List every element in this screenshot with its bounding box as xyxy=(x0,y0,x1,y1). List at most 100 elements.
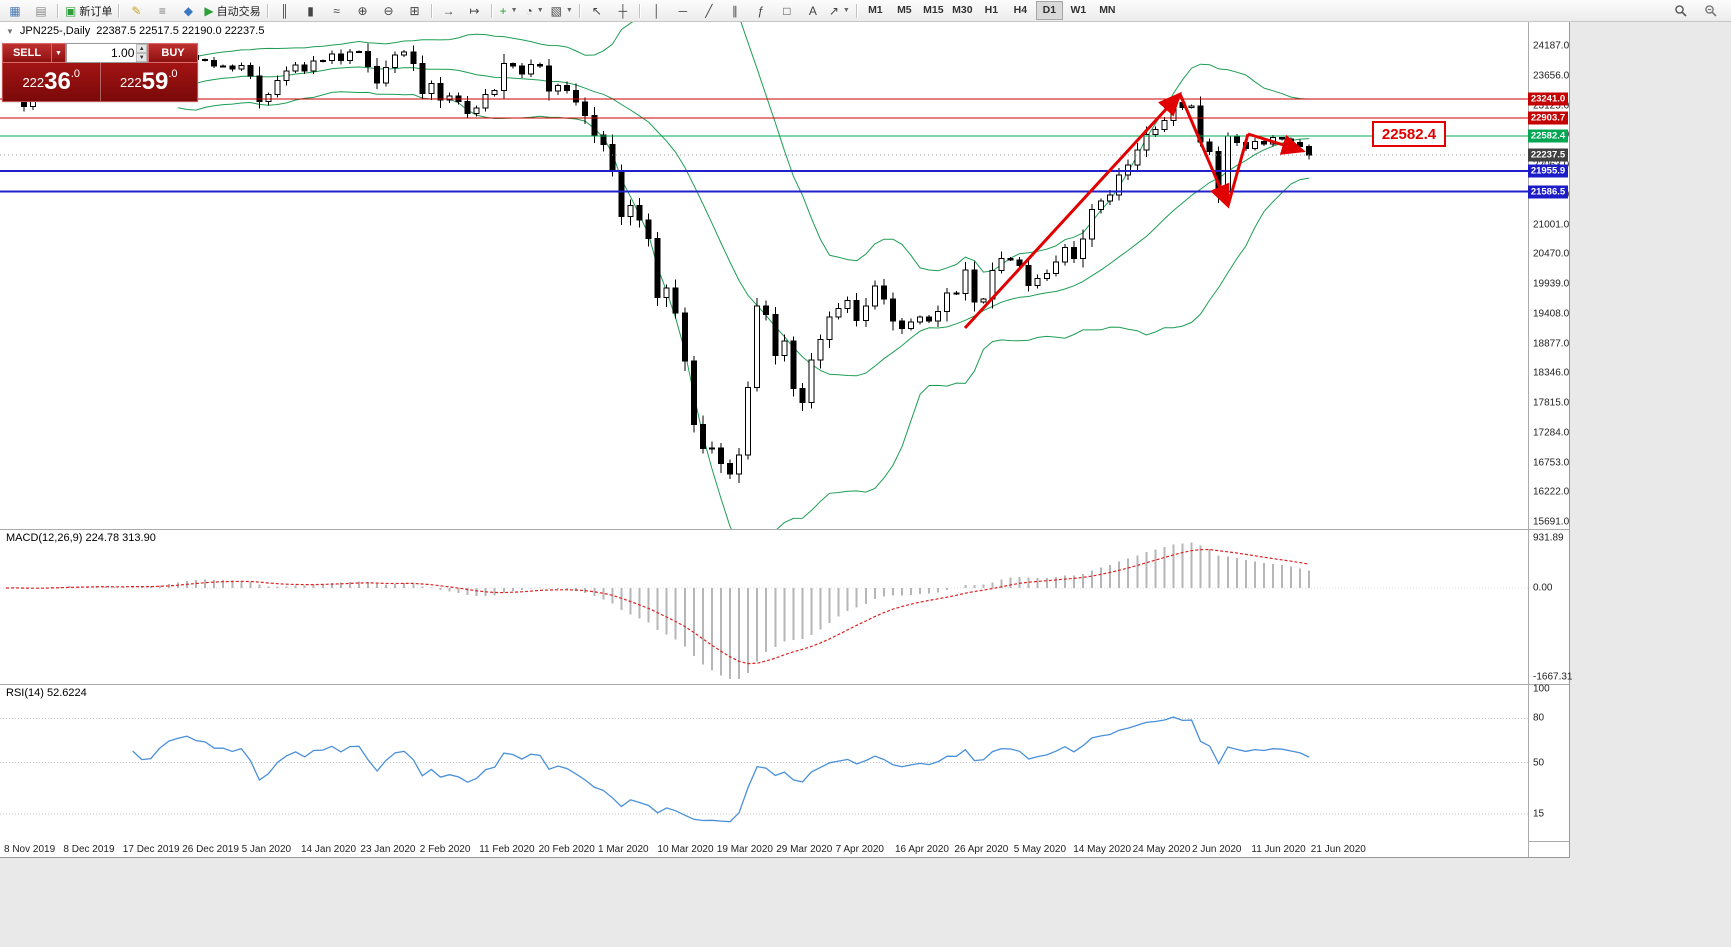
sell-price[interactable]: 222 36.0 xyxy=(3,63,101,101)
price-axis[interactable]: 24187.023656.023125.022594.022063.021532… xyxy=(1528,21,1572,857)
buy-price[interactable]: 222 59.0 xyxy=(119,68,178,95)
line-chart-icon[interactable]: ≈ xyxy=(333,3,340,18)
zoom-out-icon[interactable]: ⊖ xyxy=(383,3,394,18)
timeframe-m30[interactable]: M30 xyxy=(952,4,973,16)
toolbar-separator xyxy=(638,3,641,18)
trend-arrow-2[interactable] xyxy=(1178,93,1230,209)
candlestick-chart-icon[interactable]: ▮ xyxy=(307,3,314,18)
horizontal-line-icon[interactable]: ─ xyxy=(678,3,688,18)
axis-label: 16222.0 xyxy=(1533,486,1570,498)
timeframe-w1[interactable]: W1 xyxy=(1070,4,1087,16)
market-watch-icon[interactable]: ◆ xyxy=(183,3,193,18)
pane-separator[interactable] xyxy=(0,684,1569,686)
axis-label: 23656.0 xyxy=(1533,70,1570,82)
date-axis-label: 5 May 2020 xyxy=(1013,844,1067,855)
auto-scroll-icon[interactable]: → xyxy=(442,3,455,18)
autotrading-button[interactable]: ▶ 自动交易 xyxy=(204,3,261,18)
crosshair-icon[interactable]: ┼ xyxy=(618,3,628,18)
price-chart[interactable] xyxy=(0,21,1528,529)
periods-icon[interactable]: ◔ ▼ xyxy=(525,3,544,18)
date-axis-label: 20 Feb 2020 xyxy=(538,844,595,855)
axis-separator xyxy=(1528,21,1529,857)
date-axis-label: 17 Dec 2019 xyxy=(122,844,180,855)
trendline-icon[interactable]: ╱ xyxy=(705,3,713,18)
price-tag-21586.5: 21586.5 xyxy=(1528,185,1568,199)
price-tag-22903.7: 22903.7 xyxy=(1528,111,1568,125)
bar-chart-icon[interactable]: ║ xyxy=(280,3,289,18)
date-axis-label: 2 Feb 2020 xyxy=(419,844,471,855)
macd-signal-line xyxy=(5,548,1310,665)
trend-arrow-3[interactable] xyxy=(1226,133,1250,207)
text-label-icon[interactable]: A xyxy=(808,3,817,18)
chart-caption: ▼ JPN225-,Daily 22387.5 22517.5 22190.0 … xyxy=(6,25,264,37)
date-axis-label: 14 May 2020 xyxy=(1073,844,1132,855)
new-chart-icon[interactable]: ▦ xyxy=(9,3,21,18)
indicators-icon[interactable]: + ▼ xyxy=(499,3,518,18)
axis-label: 17815.0 xyxy=(1533,397,1570,409)
trend-arrow-1[interactable] xyxy=(963,91,1183,330)
lot-decrease-button[interactable]: ▼ xyxy=(136,53,147,62)
lot-increase-button[interactable]: ▲ xyxy=(136,44,147,53)
timeframe-m15[interactable]: M15 xyxy=(923,4,944,16)
rsi-label: RSI(14) 52.6224 xyxy=(6,687,87,699)
toolbar-separator xyxy=(855,3,858,18)
timeframe-h4[interactable]: H4 xyxy=(1013,4,1028,16)
axis-label: 15691.0 xyxy=(1533,516,1570,528)
search-symbol-icon[interactable] xyxy=(1669,1,1693,20)
date-axis-label: 24 May 2020 xyxy=(1132,844,1191,855)
timeframe-h1[interactable]: H1 xyxy=(984,4,999,16)
history-center-icon[interactable]: ≡ xyxy=(158,3,166,18)
shapes-icon[interactable]: □ xyxy=(783,3,791,18)
date-axis-label: 19 Mar 2020 xyxy=(716,844,773,855)
chart-shift-icon[interactable]: ↦ xyxy=(469,3,480,18)
fibonacci-icon[interactable]: ƒ xyxy=(757,3,765,18)
lot-spinner: ▲ ▼ xyxy=(136,44,147,62)
macd-label: MACD(12,26,9) 224.78 313.90 xyxy=(6,532,156,544)
timeframe-m5[interactable]: M5 xyxy=(897,4,912,16)
timeframe-d1[interactable]: D1 xyxy=(1035,1,1063,20)
buy-button[interactable]: BUY xyxy=(148,43,198,63)
cursor-icon[interactable]: ↖ xyxy=(591,3,602,18)
chart-symbol-period: JPN225-,Daily xyxy=(19,25,91,37)
rsi-pane[interactable] xyxy=(0,684,1528,841)
axis-label: 0.00 xyxy=(1533,582,1553,594)
chart-ohlc-values: 22387.5 22517.5 22190.0 22237.5 xyxy=(96,25,265,37)
date-axis-label: 21 Jun 2020 xyxy=(1310,844,1366,855)
find-icon[interactable] xyxy=(1699,1,1723,20)
arrow-tools-icon[interactable]: ↗ ▼ xyxy=(828,3,850,18)
price-annotation[interactable]: 22582.4 xyxy=(1372,121,1446,147)
axis-label: 16753.0 xyxy=(1533,457,1570,468)
date-axis-label: 7 Apr 2020 xyxy=(835,844,884,855)
templates-icon[interactable]: ▧ ▼ xyxy=(550,3,573,18)
tile-windows-icon[interactable]: ⊞ xyxy=(409,3,420,18)
date-axis-label: 5 Jan 2020 xyxy=(241,844,292,855)
macd-histogram xyxy=(14,542,1311,680)
axis-label: 21001.0 xyxy=(1533,219,1570,230)
date-axis[interactable]: 8 Nov 2019 8 Dec 2019 17 Dec 2019 26 Dec 20… xyxy=(0,841,1528,857)
timeframe-mn[interactable]: MN xyxy=(1099,4,1116,16)
date-axis-label: 11 Jun 2020 xyxy=(1251,844,1306,855)
macd-pane[interactable] xyxy=(0,529,1528,684)
date-axis-label: 23 Jan 2020 xyxy=(360,844,416,855)
date-axis-label: 1 Mar 2020 xyxy=(598,844,649,855)
metaeditor-icon[interactable]: ✎ xyxy=(131,3,142,18)
toolbar-separator xyxy=(57,3,59,18)
pane-separator[interactable] xyxy=(0,529,1569,531)
profiles-icon[interactable]: ▤ xyxy=(35,3,47,18)
price-tag-23241.0: 23241.0 xyxy=(1528,92,1568,106)
vertical-line-icon[interactable]: │ xyxy=(653,3,661,18)
sell-button[interactable]: SELL xyxy=(2,43,52,63)
order-options-dropdown[interactable]: ▼ xyxy=(52,43,66,63)
equidistant-channel-icon[interactable]: ∥ xyxy=(731,3,738,18)
toolbar-separator xyxy=(430,3,433,18)
axis-label: 15 xyxy=(1533,808,1545,820)
date-axis-label: 8 Nov 2019 xyxy=(4,844,56,855)
toolbar-separator xyxy=(490,3,493,18)
lot-size-input[interactable] xyxy=(67,44,137,62)
timeframe-m1[interactable]: M1 xyxy=(868,4,883,16)
trend-arrow-4[interactable] xyxy=(1247,132,1306,155)
rsi-line xyxy=(132,716,1310,823)
zoom-in-icon[interactable]: ⊕ xyxy=(357,3,368,18)
new-order-button[interactable]: ▣ 新订单 xyxy=(65,3,113,18)
